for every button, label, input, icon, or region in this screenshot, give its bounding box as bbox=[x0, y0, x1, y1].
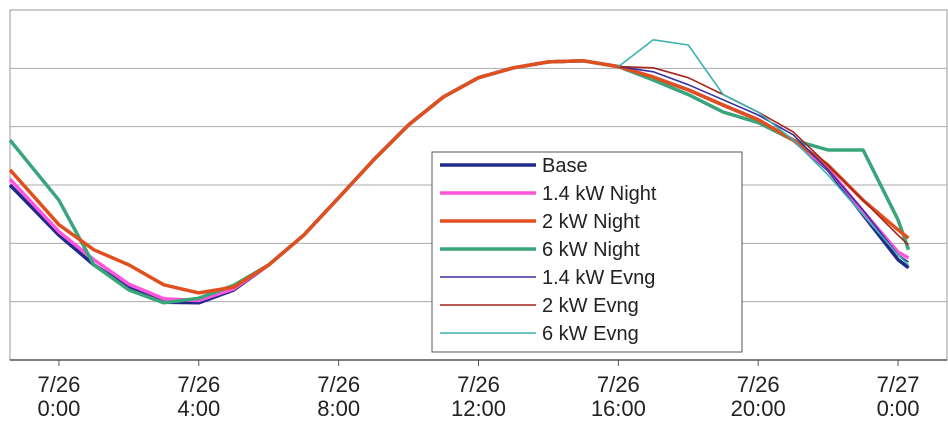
legend-label: 6 kW Night bbox=[542, 239, 640, 261]
x-tick-label: 7/26 0:00 bbox=[38, 372, 81, 421]
legend-label: 6 kW Evng bbox=[542, 323, 639, 345]
series-line bbox=[618, 65, 910, 246]
series-line bbox=[617, 39, 910, 266]
legend-label: 2 kW Night bbox=[542, 211, 640, 233]
legend-label: 1.4 kW Night bbox=[542, 183, 657, 205]
x-tick-label: 7/26 12:00 bbox=[451, 372, 506, 421]
series-line bbox=[8, 59, 910, 295]
x-tick-label: 7/26 20:00 bbox=[731, 372, 786, 421]
x-tick-label: 7/26 8:00 bbox=[317, 372, 360, 421]
x-tick-label: 7/26 16:00 bbox=[591, 372, 646, 421]
legend-label: 2 kW Evng bbox=[542, 295, 639, 317]
legend-label: Base bbox=[542, 155, 588, 177]
legend bbox=[431, 151, 743, 353]
legend-label: 1.4 kW Evng bbox=[542, 267, 655, 289]
series-line bbox=[618, 65, 909, 263]
x-tick-label: 7/27 0:00 bbox=[877, 372, 920, 421]
x-tick-label: 7/26 4:00 bbox=[177, 372, 220, 421]
